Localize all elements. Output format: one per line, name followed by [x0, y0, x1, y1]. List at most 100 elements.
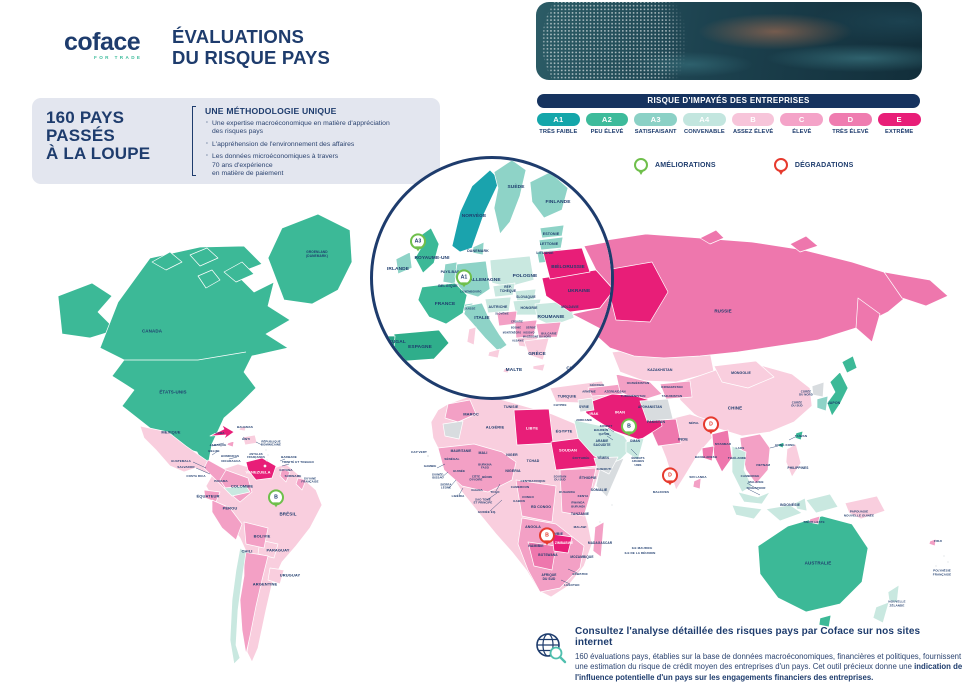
country-label: FINLANDE	[545, 200, 571, 206]
legend-grade-A2: A2 PEU ÉLEVÉ	[583, 113, 632, 135]
legend-grade-C: C ÉLEVÉ	[777, 113, 826, 135]
country-label: ROYAUME-UNI	[414, 256, 450, 262]
country-label: PORTUGAL	[378, 340, 406, 346]
country-label: ESPAGNE	[408, 345, 432, 351]
intro-box: 160 PAYS PASSÉS À LA LOUPE UNE MÉTHODOLO…	[32, 98, 440, 184]
grade-pill: C	[780, 113, 824, 126]
country-label: NORVÈGE	[461, 214, 487, 220]
legend-title: RISQUE D'IMPAYÉS DES ENTREPRISES	[537, 94, 920, 108]
footer: Consultez l'analyse détaillée des risque…	[534, 626, 962, 683]
grade-pill: D	[829, 113, 872, 126]
country-label: LITUANIE	[536, 250, 554, 255]
marker-label: AMÉLIORATIONS	[655, 161, 716, 169]
country-label: BOSNIE	[510, 326, 522, 330]
legend-grade-B: B ASSEZ ÉLEVÉ	[729, 113, 778, 135]
improvement-pin-icon	[634, 158, 648, 172]
divider	[192, 106, 196, 176]
legend-marker: DÉGRADATIONS	[773, 158, 854, 172]
legend-marker: AMÉLIORATIONS	[634, 158, 716, 172]
country-label: CROATIE	[511, 320, 523, 324]
footer-body: 160 évaluations pays, établies sur la ba…	[575, 652, 969, 683]
grade-pill: A3	[634, 113, 678, 126]
country-label: AUTRICHE	[488, 304, 508, 309]
grade-pill: B	[731, 113, 775, 126]
banner-image	[536, 2, 922, 80]
grade-pill: A4	[683, 113, 726, 126]
country-label: POLOGNE	[512, 274, 538, 280]
grade-pill: E	[877, 113, 921, 126]
country-label: IRLANDE	[386, 267, 410, 273]
europe-magnifier: SUÈDE FINLANDE NORVÈGE ESTONIE LETTONIE LITUA…	[370, 156, 614, 400]
methodology-item: L'appréhension de l'environnement des af…	[205, 140, 430, 149]
country-label: ITALIE	[474, 316, 490, 322]
grade-label: EXTRÊME	[885, 129, 914, 135]
digital-globe-icon	[542, 2, 690, 80]
country-label: SUÈDE	[507, 185, 525, 191]
grade-pill: A2	[585, 113, 629, 126]
country-label: KOSOVO	[523, 331, 535, 335]
country-label: PAYS-BAS	[440, 269, 460, 274]
grade-label: PEU ÉLEVÉ	[590, 129, 624, 135]
legend-grade-A3: A3 SATISFAISANT	[631, 113, 680, 135]
country-label: BELGIQUE	[438, 283, 458, 288]
footer-title: Consultez l'analyse détaillée des risque…	[575, 626, 921, 648]
country-label: CHYPRE	[566, 365, 586, 371]
country-label: MACÉDOINE DU NORD	[522, 335, 552, 339]
grade-label: SATISFAISANT	[634, 129, 677, 135]
methodology-item: Une expertise macroéconomique en matière…	[205, 119, 430, 137]
country-label: SERBIE	[526, 326, 536, 330]
country-label: BIÉLORUSSIE	[551, 265, 585, 271]
grade-label: ASSEZ ÉLEVÉ	[732, 129, 774, 135]
country-label: MALTE	[505, 368, 523, 374]
marker-label: DÉGRADATIONS	[794, 161, 854, 169]
footer-body-text: 160 évaluations pays, établies sur la ba…	[575, 652, 962, 672]
footer-texts: Consultez l'analyse détaillée des risque…	[575, 626, 962, 683]
grade-pill: A1	[537, 113, 580, 126]
methodology-title: UNE MÉTHODOLOGIE UNIQUE	[205, 106, 337, 116]
grade-label: ÉLEVÉ	[792, 129, 812, 135]
country-label: RÉP. TCHÈQUE	[499, 285, 517, 293]
page-title: ÉVALUATIONS DU RISQUE PAYS	[172, 26, 331, 68]
loupe-labels-layer: SUÈDE FINLANDE NORVÈGE ESTONIE LETTONIE LITUA…	[373, 159, 611, 397]
legend-grade-A4: A4 CONVENABLE	[680, 113, 729, 135]
country-label: LETTONIE	[539, 241, 559, 246]
degradation-pin-icon	[773, 158, 788, 172]
logo-wordmark: coface	[64, 28, 141, 56]
grade-label: CONVENABLE	[683, 129, 725, 135]
footer-body-bold: indication de l'influence potentielle d'…	[575, 662, 963, 682]
magnifier-clip: SUÈDE FINLANDE NORVÈGE ESTONIE LETTONIE LITUA…	[373, 159, 611, 397]
country-label: ALLEMAGNE	[469, 278, 501, 284]
country-label: ESTONIE	[542, 231, 560, 236]
methodology-item: Les données microéconomiques à travers 7…	[205, 152, 430, 178]
header: coface FOR TRADE ÉVALUATIONS DU RISQUE P…	[0, 0, 530, 95]
legend-grade-D: D TRÈS ÉLEVÉ	[826, 113, 875, 135]
country-label: HONGRIE	[520, 305, 538, 310]
country-label: SLOVAQUIE	[516, 295, 536, 300]
country-label: SUISSE	[464, 306, 476, 311]
coface-logo: coface FOR TRADE	[64, 28, 164, 60]
country-label: BULGARIE	[541, 331, 557, 336]
grade-label: TRÈS ÉLEVÉ	[832, 129, 869, 135]
methodology-list: Une expertise macroéconomique en matière…	[205, 119, 430, 178]
country-label: DANEMARK	[467, 248, 489, 253]
methodology: UNE MÉTHODOLOGIE UNIQUE Une expertise ma…	[193, 98, 440, 184]
change-markers: AMÉLIORATIONS DÉGRADATIONS	[634, 158, 853, 172]
country-label: GRÈCE	[528, 352, 546, 358]
country-label: ALBANIE	[512, 339, 524, 343]
grade-label: TRÈS FAIBLE	[539, 129, 578, 135]
country-label: MOLDAVIE	[561, 305, 579, 310]
country-label: ROUMANIE	[537, 315, 565, 321]
country-label: LUXEMBOURG	[460, 289, 482, 294]
country-label: UKRAINE	[567, 289, 591, 295]
logo-tagline: FOR TRADE	[94, 55, 143, 60]
legend-grade-E: E EXTRÊME	[875, 113, 924, 135]
legend-grade-A1: A1 TRÈS FAIBLE	[534, 113, 583, 135]
risk-legend: RISQUE D'IMPAYÉS DES ENTREPRISES A1 TRÈS …	[534, 94, 924, 135]
intro-headline: 160 PAYS PASSÉS À LA LOUPE	[46, 108, 151, 163]
country-label: MONTÉNÉGRO	[502, 331, 522, 335]
country-label: FRANCE	[434, 302, 456, 308]
grade-scale: A1 TRÈS FAIBLE A2 PEU ÉLEVÉ A3 SATISFAISANT A4…	[534, 113, 924, 135]
globe-magnifier-icon	[536, 633, 567, 664]
